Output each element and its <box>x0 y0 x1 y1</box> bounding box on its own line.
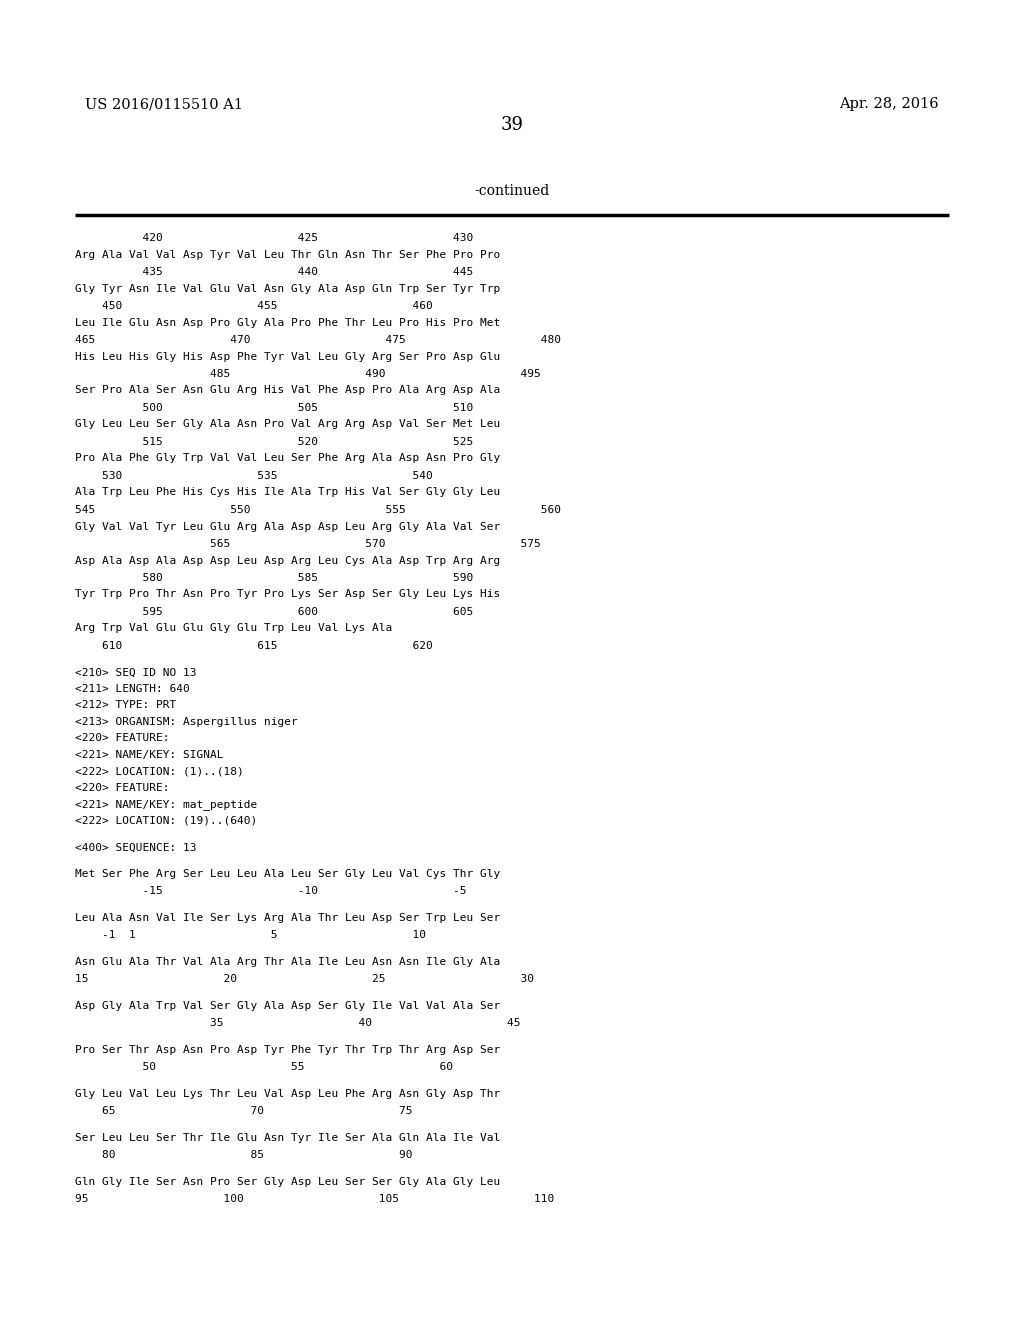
Text: <222> LOCATION: (1)..(18): <222> LOCATION: (1)..(18) <box>75 767 244 776</box>
Text: Arg Ala Val Val Asp Tyr Val Leu Thr Gln Asn Thr Ser Phe Pro Pro: Arg Ala Val Val Asp Tyr Val Leu Thr Gln … <box>75 249 501 260</box>
Text: Pro Ser Thr Asp Asn Pro Asp Tyr Phe Tyr Thr Trp Thr Arg Asp Ser: Pro Ser Thr Asp Asn Pro Asp Tyr Phe Tyr … <box>75 1045 501 1055</box>
Text: Ala Trp Leu Phe His Cys His Ile Ala Trp His Val Ser Gly Gly Leu: Ala Trp Leu Phe His Cys His Ile Ala Trp … <box>75 487 501 498</box>
Text: 35                    40                    45: 35 40 45 <box>75 1019 520 1028</box>
Text: Asp Gly Ala Trp Val Ser Gly Ala Asp Ser Gly Ile Val Val Ala Ser: Asp Gly Ala Trp Val Ser Gly Ala Asp Ser … <box>75 1001 501 1011</box>
Text: 95                    100                    105                    110: 95 100 105 110 <box>75 1195 554 1204</box>
Text: 595                    600                    605: 595 600 605 <box>75 607 473 616</box>
Text: Gly Leu Leu Ser Gly Ala Asn Pro Val Arg Arg Asp Val Ser Met Leu: Gly Leu Leu Ser Gly Ala Asn Pro Val Arg … <box>75 420 501 429</box>
Text: 450                    455                    460: 450 455 460 <box>75 301 433 312</box>
Text: Gln Gly Ile Ser Asn Pro Ser Gly Asp Leu Ser Ser Gly Ala Gly Leu: Gln Gly Ile Ser Asn Pro Ser Gly Asp Leu … <box>75 1177 501 1187</box>
Text: 465                    470                    475                    480: 465 470 475 480 <box>75 335 561 345</box>
Text: Ser Pro Ala Ser Asn Glu Arg His Val Phe Asp Pro Ala Arg Asp Ala: Ser Pro Ala Ser Asn Glu Arg His Val Phe … <box>75 385 501 396</box>
Text: <220> FEATURE:: <220> FEATURE: <box>75 734 170 743</box>
Text: <222> LOCATION: (19)..(640): <222> LOCATION: (19)..(640) <box>75 816 257 826</box>
Text: <213> ORGANISM: Aspergillus niger: <213> ORGANISM: Aspergillus niger <box>75 717 298 727</box>
Text: 610                    615                    620: 610 615 620 <box>75 642 433 651</box>
Text: Apr. 28, 2016: Apr. 28, 2016 <box>840 96 939 111</box>
Text: His Leu His Gly His Asp Phe Tyr Val Leu Gly Arg Ser Pro Asp Glu: His Leu His Gly His Asp Phe Tyr Val Leu … <box>75 351 501 362</box>
Text: Gly Tyr Asn Ile Val Glu Val Asn Gly Ala Asp Gln Trp Ser Tyr Trp: Gly Tyr Asn Ile Val Glu Val Asn Gly Ala … <box>75 284 501 293</box>
Text: Gly Leu Val Leu Lys Thr Leu Val Asp Leu Phe Arg Asn Gly Asp Thr: Gly Leu Val Leu Lys Thr Leu Val Asp Leu … <box>75 1089 501 1100</box>
Text: 50                    55                    60: 50 55 60 <box>75 1063 453 1072</box>
Text: 39: 39 <box>501 116 523 135</box>
Text: <212> TYPE: PRT: <212> TYPE: PRT <box>75 701 176 710</box>
Text: <400> SEQUENCE: 13: <400> SEQUENCE: 13 <box>75 842 197 853</box>
Text: 500                    505                    510: 500 505 510 <box>75 403 473 413</box>
Text: -1  1                    5                    10: -1 1 5 10 <box>75 931 426 940</box>
Text: Tyr Trp Pro Thr Asn Pro Tyr Pro Lys Ser Asp Ser Gly Leu Lys His: Tyr Trp Pro Thr Asn Pro Tyr Pro Lys Ser … <box>75 590 501 599</box>
Text: US 2016/0115510 A1: US 2016/0115510 A1 <box>85 96 243 111</box>
Text: Met Ser Phe Arg Ser Leu Leu Ala Leu Ser Gly Leu Val Cys Thr Gly: Met Ser Phe Arg Ser Leu Leu Ala Leu Ser … <box>75 869 501 879</box>
Text: Leu Ile Glu Asn Asp Pro Gly Ala Pro Phe Thr Leu Pro His Pro Met: Leu Ile Glu Asn Asp Pro Gly Ala Pro Phe … <box>75 318 501 327</box>
Text: 545                    550                    555                    560: 545 550 555 560 <box>75 506 561 515</box>
Text: 435                    440                    445: 435 440 445 <box>75 267 473 277</box>
Text: -continued: -continued <box>474 183 550 198</box>
Text: <221> NAME/KEY: SIGNAL: <221> NAME/KEY: SIGNAL <box>75 750 223 760</box>
Text: Asn Glu Ala Thr Val Ala Arg Thr Ala Ile Leu Asn Asn Ile Gly Ala: Asn Glu Ala Thr Val Ala Arg Thr Ala Ile … <box>75 957 501 968</box>
Text: Gly Val Val Tyr Leu Glu Arg Ala Asp Asp Leu Arg Gly Ala Val Ser: Gly Val Val Tyr Leu Glu Arg Ala Asp Asp … <box>75 521 501 532</box>
Text: <220> FEATURE:: <220> FEATURE: <box>75 783 170 793</box>
Text: Asp Ala Asp Ala Asp Asp Leu Asp Arg Leu Cys Ala Asp Trp Arg Arg: Asp Ala Asp Ala Asp Asp Leu Asp Arg Leu … <box>75 556 501 565</box>
Text: Pro Ala Phe Gly Trp Val Val Leu Ser Phe Arg Ala Asp Asn Pro Gly: Pro Ala Phe Gly Trp Val Val Leu Ser Phe … <box>75 454 501 463</box>
Text: Ser Leu Leu Ser Thr Ile Glu Asn Tyr Ile Ser Ala Gln Ala Ile Val: Ser Leu Leu Ser Thr Ile Glu Asn Tyr Ile … <box>75 1133 501 1143</box>
Text: 565                    570                    575: 565 570 575 <box>75 539 541 549</box>
Text: -15                    -10                    -5: -15 -10 -5 <box>75 887 467 896</box>
Text: 80                    85                    90: 80 85 90 <box>75 1151 413 1160</box>
Text: 580                    585                    590: 580 585 590 <box>75 573 473 583</box>
Text: <221> NAME/KEY: mat_peptide: <221> NAME/KEY: mat_peptide <box>75 800 257 810</box>
Text: <210> SEQ ID NO 13: <210> SEQ ID NO 13 <box>75 668 197 677</box>
Text: 15                    20                    25                    30: 15 20 25 30 <box>75 974 534 985</box>
Text: <211> LENGTH: 640: <211> LENGTH: 640 <box>75 684 189 694</box>
Text: Leu Ala Asn Val Ile Ser Lys Arg Ala Thr Leu Asp Ser Trp Leu Ser: Leu Ala Asn Val Ile Ser Lys Arg Ala Thr … <box>75 913 501 923</box>
Text: 420                    425                    430: 420 425 430 <box>75 234 473 243</box>
Text: 530                    535                    540: 530 535 540 <box>75 471 433 480</box>
Text: 65                    70                    75: 65 70 75 <box>75 1106 413 1117</box>
Text: Arg Trp Val Glu Glu Gly Glu Trp Leu Val Lys Ala: Arg Trp Val Glu Glu Gly Glu Trp Leu Val … <box>75 623 392 634</box>
Text: 515                    520                    525: 515 520 525 <box>75 437 473 447</box>
Text: 485                    490                    495: 485 490 495 <box>75 370 541 379</box>
